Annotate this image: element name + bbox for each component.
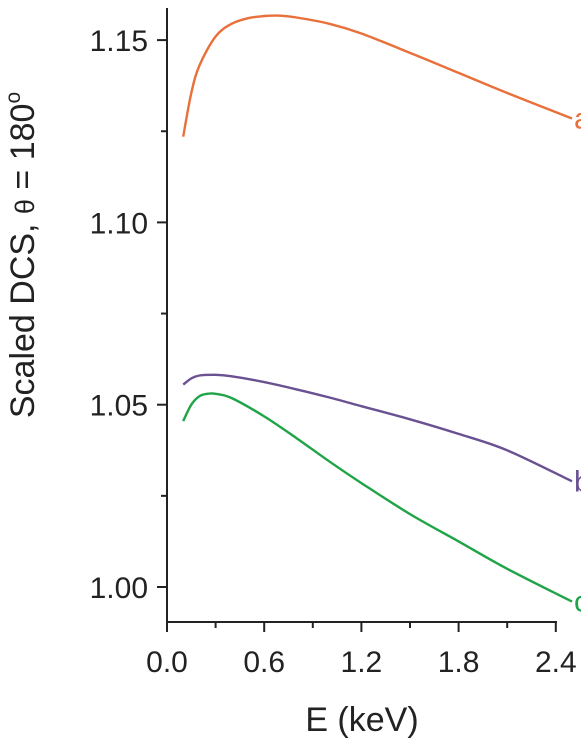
x-tick-label: 0.0 <box>146 646 188 679</box>
series-line-b <box>182 373 573 483</box>
y-tick-label: 1.15 <box>90 25 148 58</box>
x-tick-label: 1.8 <box>438 646 480 679</box>
series-label-a: a <box>574 102 581 135</box>
x-tick-label: 1.2 <box>341 646 383 679</box>
x-ticks: 0.0 0.6 1.2 1.8 2.4 <box>146 622 577 679</box>
y-tick-label: 1.10 <box>90 207 148 240</box>
y-axis-title-theta: θ <box>10 199 40 214</box>
y-axis-title: Scaled DCS, θ = 180o <box>2 92 42 418</box>
series-labels: a b c <box>574 102 581 618</box>
series-lines <box>182 14 573 603</box>
series-label-b: b <box>574 465 581 498</box>
y-axis-title-main: Scaled DCS, <box>4 214 42 418</box>
y-tick-label: 1.00 <box>90 572 148 605</box>
series-label-c: c <box>574 586 581 619</box>
series-line-c <box>182 392 573 603</box>
y-ticks: 1.00 1.05 1.10 1.15 <box>90 25 167 605</box>
series-line-a <box>182 14 573 137</box>
x-tick-label: 0.6 <box>243 646 285 679</box>
x-tick-label: 2.4 <box>535 646 577 679</box>
y-tick-label: 1.05 <box>90 390 148 423</box>
y-axis-title-degree: o <box>2 92 25 104</box>
x-axis-title: E (keV) <box>305 701 418 739</box>
plot-axes <box>166 8 557 623</box>
y-axis-title-value: = 180 <box>4 104 42 199</box>
